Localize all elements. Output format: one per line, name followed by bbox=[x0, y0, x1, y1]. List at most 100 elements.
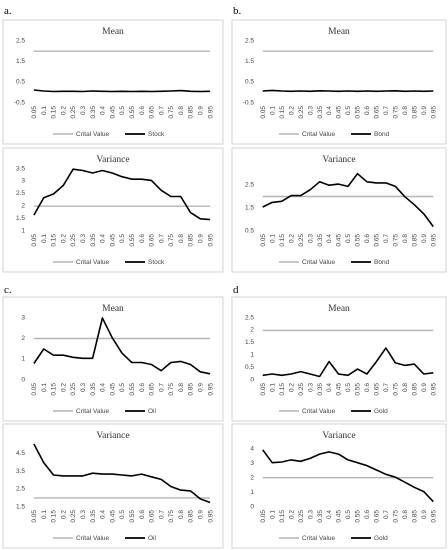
chart-title: Variance bbox=[96, 431, 129, 441]
x-tick-label: 0.5 bbox=[345, 234, 352, 243]
x-tick-label: 0.9 bbox=[198, 510, 205, 519]
x-tick-label: 0.7 bbox=[383, 106, 390, 115]
panel-label-b: b. bbox=[233, 5, 242, 17]
y-tick-label: 1 bbox=[21, 356, 25, 363]
x-tick-label: 0.7 bbox=[158, 383, 165, 392]
legend-label-series: Gold bbox=[374, 408, 388, 415]
y-tick-label: 0.5 bbox=[16, 79, 25, 86]
x-tick-label: 0.2 bbox=[288, 106, 295, 115]
y-tick-label: 0.5 bbox=[245, 364, 254, 371]
chart-frame bbox=[2, 296, 224, 422]
x-tick-label: 0.25 bbox=[298, 510, 305, 523]
chart-title: Mean bbox=[328, 27, 350, 37]
panel-label-c: c. bbox=[4, 284, 12, 296]
y-tick-label: 1.5 bbox=[245, 204, 254, 211]
panel-label-a: a. bbox=[4, 5, 12, 17]
x-tick-label: 0.95 bbox=[430, 383, 437, 396]
x-tick-label: 0.7 bbox=[383, 510, 390, 519]
y-tick-label: 4 bbox=[250, 446, 254, 453]
x-tick-label: 0.6 bbox=[364, 383, 371, 392]
x-tick-label: 0.25 bbox=[70, 234, 77, 247]
x-tick-label: 0.6 bbox=[139, 234, 146, 243]
x-tick-label: 0.4 bbox=[100, 234, 107, 243]
x-tick-label: 0.8 bbox=[178, 510, 185, 519]
x-tick-label: 0.5 bbox=[345, 106, 352, 115]
y-tick-label: 1.5 bbox=[16, 503, 25, 510]
x-tick-label: 0.9 bbox=[198, 383, 205, 392]
x-tick-label: 0.05 bbox=[31, 383, 38, 396]
x-tick-label: 0.55 bbox=[355, 234, 362, 247]
chart-frame bbox=[231, 19, 447, 145]
series-line-gold bbox=[262, 347, 434, 378]
legend-label-critical-value: Crital Value bbox=[76, 259, 110, 266]
x-tick-label: 0.95 bbox=[430, 234, 437, 247]
chart-frame bbox=[231, 147, 447, 273]
y-tick-label: 2 bbox=[21, 335, 25, 342]
y-tick-label: 2 bbox=[250, 474, 254, 481]
chart-title: Mean bbox=[102, 304, 124, 314]
x-tick-label: 0.85 bbox=[188, 106, 195, 119]
series-line-gold bbox=[262, 449, 434, 503]
legend-label-critical-value: Crital Value bbox=[302, 408, 336, 415]
x-tick-label: 0.8 bbox=[402, 106, 409, 115]
x-tick-label: 0.15 bbox=[279, 383, 286, 396]
legend-label-critical-value: Crital Value bbox=[302, 131, 336, 138]
x-tick-label: 0.15 bbox=[51, 234, 58, 247]
x-tick-label: 0.8 bbox=[178, 106, 185, 115]
series-line-oil bbox=[33, 443, 211, 504]
x-tick-label: 0.15 bbox=[51, 510, 58, 523]
x-tick-label: 0.05 bbox=[31, 234, 38, 247]
chart-frame bbox=[231, 296, 447, 422]
legend-label-series: Gold bbox=[374, 535, 388, 542]
x-tick-label: 0.6 bbox=[139, 510, 146, 519]
x-tick-label: 0.05 bbox=[260, 383, 267, 396]
x-tick-label: 0.8 bbox=[402, 510, 409, 519]
x-tick-label: 0.2 bbox=[60, 106, 67, 115]
x-tick-label: 0.8 bbox=[402, 234, 409, 243]
series-line-bond bbox=[262, 89, 434, 93]
x-tick-label: 0.65 bbox=[374, 383, 381, 396]
y-tick-label: 1.5 bbox=[245, 58, 254, 65]
x-tick-label: 0.6 bbox=[364, 234, 371, 243]
x-tick-label: 0.6 bbox=[139, 106, 146, 115]
x-tick-label: 0.25 bbox=[298, 234, 305, 247]
x-tick-label: 0.4 bbox=[100, 510, 107, 519]
x-tick-label: 0.75 bbox=[168, 510, 175, 523]
x-tick-label: 0.1 bbox=[269, 383, 276, 392]
x-tick-label: 0.35 bbox=[317, 106, 324, 119]
x-tick-label: 0.1 bbox=[41, 383, 48, 392]
x-tick-label: 0.1 bbox=[41, 106, 48, 115]
y-tick-label: 2.5 bbox=[245, 314, 254, 321]
y-tick-label: 3 bbox=[250, 460, 254, 467]
y-tick-label: 0 bbox=[250, 376, 254, 383]
x-tick-label: 0.45 bbox=[109, 106, 116, 119]
x-tick-label: 0.15 bbox=[279, 510, 286, 523]
x-tick-label: 0.9 bbox=[421, 383, 428, 392]
x-tick-label: 0.25 bbox=[298, 383, 305, 396]
x-tick-label: 0.05 bbox=[260, 234, 267, 247]
chart-title: Variance bbox=[96, 155, 129, 165]
x-tick-label: 0.95 bbox=[207, 234, 214, 247]
y-tick-label: 1.5 bbox=[245, 339, 254, 346]
x-tick-label: 0.25 bbox=[70, 383, 77, 396]
x-tick-label: 0.65 bbox=[149, 510, 156, 523]
x-tick-label: 0.1 bbox=[269, 510, 276, 519]
x-tick-label: 0.3 bbox=[307, 234, 314, 243]
x-tick-label: 0.95 bbox=[207, 106, 214, 119]
x-tick-label: 0.85 bbox=[412, 106, 419, 119]
y-tick-label: 1 bbox=[250, 489, 254, 496]
y-tick-label: 1 bbox=[21, 227, 25, 234]
legend-label-critical-value: Crital Value bbox=[76, 535, 110, 542]
legend-label-critical-value: Crital Value bbox=[302, 259, 336, 266]
y-tick-label: 1.5 bbox=[16, 215, 25, 222]
x-tick-label: 0.8 bbox=[178, 234, 185, 243]
x-tick-label: 0.65 bbox=[149, 383, 156, 396]
x-tick-label: 0.9 bbox=[198, 106, 205, 115]
x-tick-label: 0.6 bbox=[364, 106, 371, 115]
x-tick-label: 0.55 bbox=[355, 510, 362, 523]
x-tick-label: 0.75 bbox=[168, 383, 175, 396]
x-tick-label: 0.45 bbox=[336, 234, 343, 247]
